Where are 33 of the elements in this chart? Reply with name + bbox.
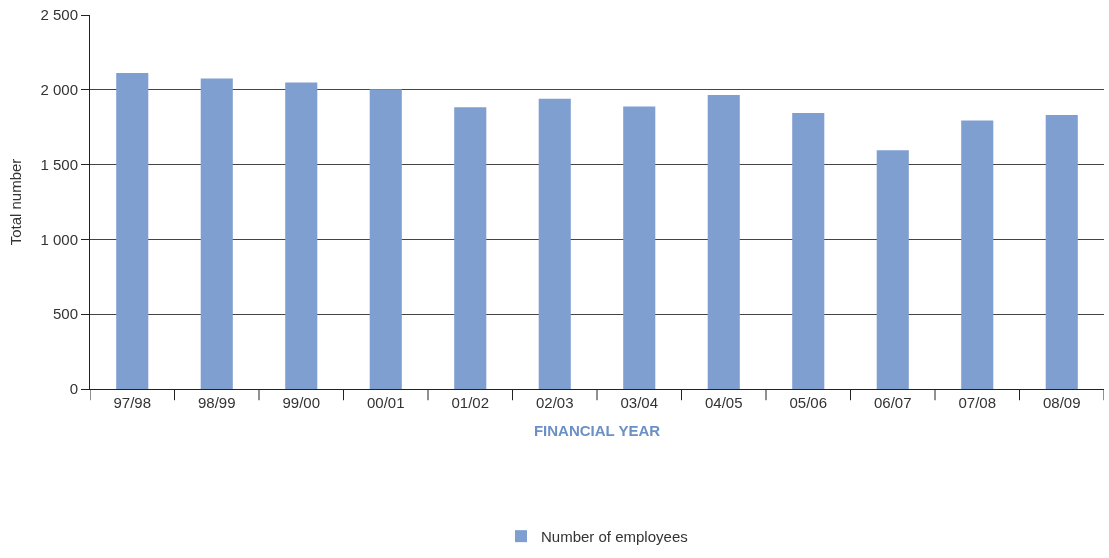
bar — [623, 106, 656, 389]
x-tick-label: 97/98 — [113, 394, 152, 411]
bar — [538, 98, 571, 389]
x-tick-label: 03/04 — [620, 394, 659, 411]
x-tick-label: 01/02 — [451, 394, 490, 411]
bar — [1045, 114, 1078, 389]
x-tick-label: 08/09 — [1042, 394, 1081, 411]
x-tick-label: 00/01 — [366, 394, 405, 411]
bar — [792, 112, 825, 389]
x-tick-label: 06/07 — [873, 394, 912, 411]
y-tick-label: 2 500 — [40, 6, 78, 24]
bar — [876, 150, 909, 389]
x-tick-label: 07/08 — [958, 394, 997, 411]
bar — [285, 82, 318, 389]
bar — [200, 78, 233, 389]
bar — [116, 72, 149, 389]
x-tick-label: 98/99 — [197, 394, 236, 411]
y-axis-title: Total number — [6, 158, 24, 246]
x-tick-label: 05/06 — [789, 394, 828, 411]
y-tick-label: 1 000 — [40, 230, 78, 248]
y-tick-label: 1 500 — [40, 155, 78, 173]
y-tick-label: 2 000 — [40, 81, 78, 99]
y-tick-label: 500 — [52, 305, 78, 323]
bar — [454, 107, 487, 389]
bar — [369, 89, 402, 389]
legend-label: Number of employees — [541, 528, 688, 545]
y-tick-label: 0 — [69, 380, 78, 398]
bar — [961, 120, 994, 389]
x-tick-label: 99/00 — [282, 394, 321, 411]
x-tick-label: 04/05 — [704, 394, 743, 411]
x-tick-label: 02/03 — [535, 394, 574, 411]
bar — [707, 94, 740, 389]
x-axis-title: FINANCIAL YEAR — [533, 422, 661, 439]
